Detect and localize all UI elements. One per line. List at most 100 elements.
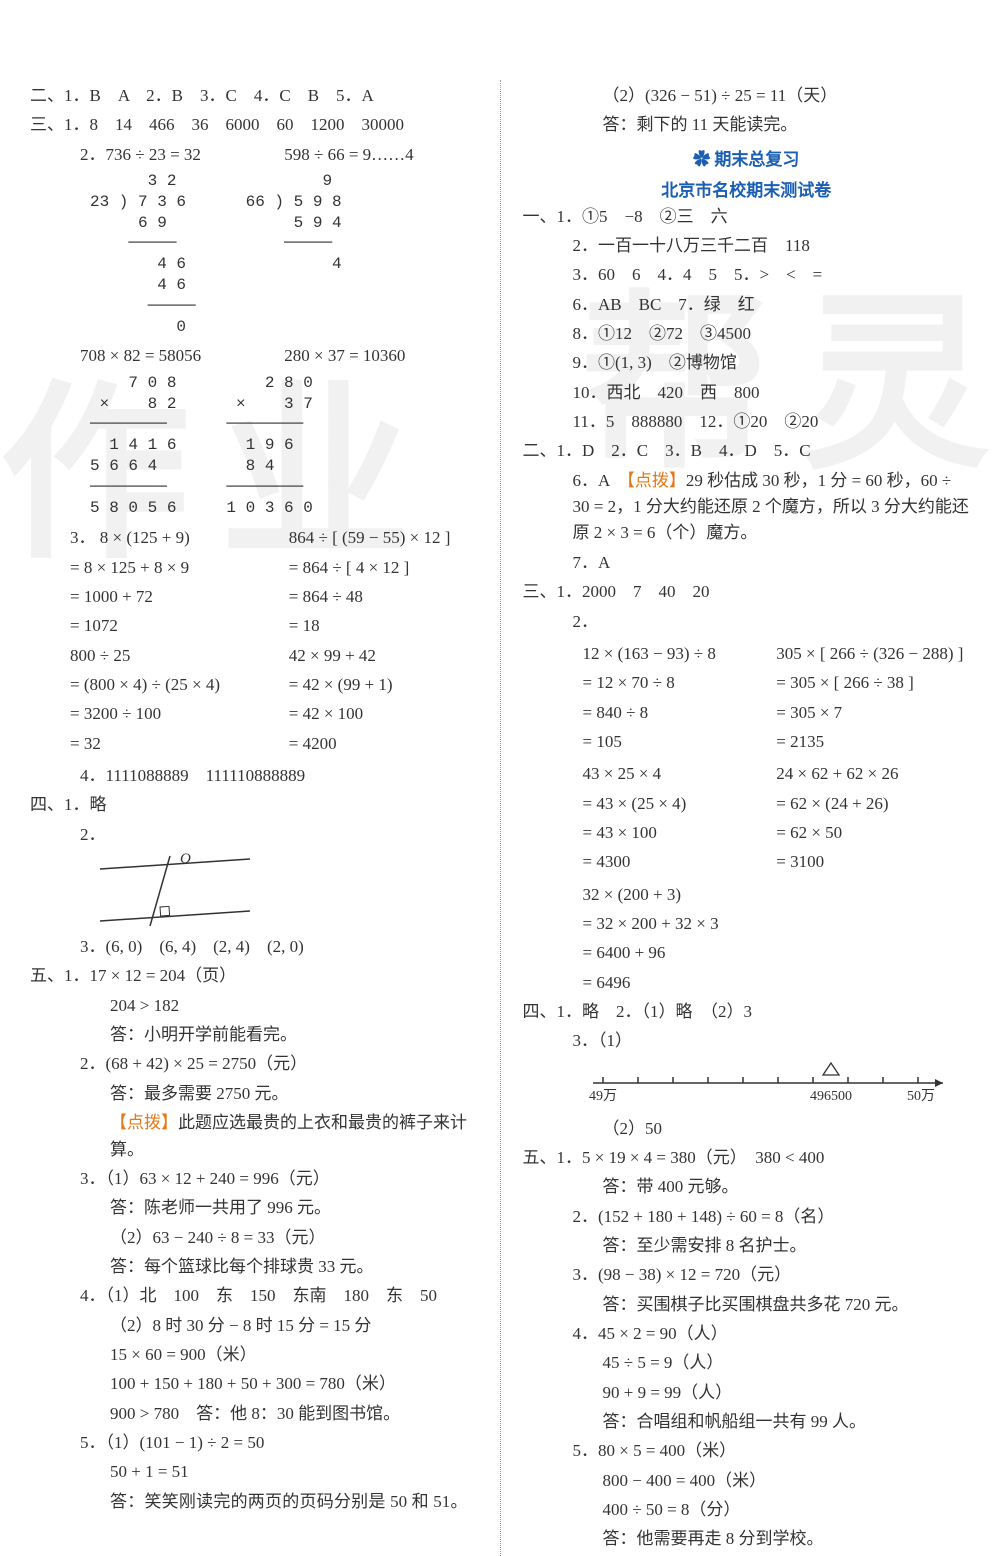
text: 8．①12 ②72 ③4500 [523,321,971,347]
text: 11．5 888880 12．①20 ②20 [523,409,971,435]
section-label: 五、 [523,1148,557,1167]
calc-right: 305 × [ 266 ÷ (326 − 288) ] = 305 × [ 26… [776,638,970,758]
multiplication-2: 2 8 0 × 3 7 ──────── 1 9 6 8 4 ──────── … [226,373,312,519]
text: = 305 × [ 266 ÷ 38 ] [776,670,970,696]
section-five: 五、1．5 × 19 × 4 = 380（元） 380 < 400 [523,1145,971,1171]
text: = 2135 [776,729,970,755]
text: = 1072 [70,613,259,639]
section-label: 三、 [30,115,64,134]
hint-text: 【点拨】此题应选最贵的上衣和最贵的裤子来计算。 [30,1110,478,1163]
eq-row: 708 × 82 = 58056 280 × 37 = 10360 [30,343,478,369]
text: = 3100 [776,849,970,875]
text: 答：至少需安排 8 名护士。 [523,1233,971,1259]
text: = 3200 ÷ 100 [70,701,259,727]
section-four: 四、1．略 [30,792,478,818]
text: 12 × (163 − 93) ÷ 8 [583,641,777,667]
text: = 43 × (25 × 4) [583,791,777,817]
two-column-layout: 二、1．B A 2．B 3．C 4．C B 5．A 三、1．8 14 466 3… [30,80,970,1556]
section-label: 四、 [30,795,64,814]
text: 50 + 1 = 51 [30,1459,478,1485]
text: = 1000 + 72 [70,584,259,610]
section-label: 一、 [523,207,557,226]
text: 9．①(1, 3) ②博物馆 [523,350,971,376]
multiplication-1: 7 0 8 × 8 2 ──────── 1 4 1 6 5 6 6 4 ───… [90,373,176,519]
text: 答：最多需要 2750 元。 [30,1081,478,1107]
text: = 42 × 100 [289,701,478,727]
long-division-1: 3 2 23 ) 7 3 6 6 9 ───── 4 6 4 6 ───── 0 [90,171,196,337]
eq-row: 2．736 ÷ 23 = 32 598 ÷ 66 = 9……4 [30,142,478,168]
text: = 12 × 70 ÷ 8 [583,670,777,696]
text: 答：合唱组和帆船组一共有 99 人。 [523,1409,971,1435]
text: = 42 × (99 + 1) [289,672,478,698]
section-one: 一、1．①5 −8 ②三 六 [523,204,971,230]
text: 305 × [ 266 ÷ (326 − 288) ] [776,641,970,667]
text: 800 ÷ 25 [70,643,259,669]
text: = 62 × 50 [776,820,970,846]
calc-left: 12 × (163 − 93) ÷ 8 = 12 × 70 ÷ 8 = 840 … [583,638,777,758]
text: = 4300 [583,849,777,875]
section-label: 五、 [30,966,64,985]
text: 1．5 × 19 × 4 = 380（元） 380 < 400 [557,1148,825,1167]
nl-right-label: 50万 [907,1089,935,1104]
text: 1．17 × 12 = 204（页） [64,966,236,985]
heading-review: ✿ 期末总复习 [523,145,971,170]
long-division-row: 3 2 23 ) 7 3 6 6 9 ───── 4 6 4 6 ───── 0… [30,171,478,337]
svg-text:O: O [180,851,191,867]
section-label: 四、 [523,1002,557,1021]
text: 90 + 9 = 99（人） [523,1380,971,1406]
text: = 32 × 200 + 32 × 3 [583,911,971,937]
text: = 840 ÷ 8 [583,700,777,726]
text: 24 × 62 + 62 × 26 [776,761,970,787]
text: 1．B A 2．B 3．C 4．C B 5．A [64,86,374,105]
text: = 18 [289,613,478,639]
text: 答：他需要再走 8 分到学校。 [523,1526,971,1552]
text: 45 ÷ 5 = 9（人） [523,1350,971,1376]
text: 43 × 25 × 4 [583,761,777,787]
text: （2）8 时 30 分 − 8 时 15 分 = 15 分 [30,1313,478,1339]
text: 2．736 ÷ 23 = 32 [80,142,280,168]
column-divider [500,80,501,1556]
calc-left: 43 × 25 × 4 = 43 × (25 × 4) = 43 × 100 =… [583,758,777,878]
section-five: 五、1．17 × 12 = 204（页） [30,963,478,989]
left-column: 二、1．B A 2．B 3．C 4．C B 5．A 三、1．8 14 466 3… [30,80,478,1556]
calc-left: 3． 8 × (125 + 9) = 8 × 125 + 8 × 9 = 100… [70,522,259,760]
text: 1．略 [64,795,107,814]
text: 5．（1）(101 − 1) ÷ 2 = 50 [30,1430,478,1456]
text: 2．(68 + 42) × 25 = 2750（元） [30,1051,478,1077]
hint-line: 6．A 【点拨】29 秒估成 30 秒，1 分 = 60 秒，60 ÷ 30 =… [523,468,971,547]
text: 800 − 400 = 400（米） [523,1468,971,1494]
text: 答：小明开学前能看完。 [30,1022,478,1048]
text: 答：带 400 元够。 [523,1174,971,1200]
text: = 62 × (24 + 26) [776,791,970,817]
section-two: 二、1．B A 2．B 3．C 4．C B 5．A [30,83,478,109]
text: = 305 × 7 [776,700,970,726]
text: 1．D 2．C 3．B 4．D 5．C [557,441,811,460]
text: （2）50 [523,1116,971,1142]
text: 1．8 14 466 36 6000 60 1200 30000 [64,115,404,134]
text: 4．45 × 2 = 90（人） [523,1321,971,1347]
text: 32 × (200 + 3) [583,882,971,908]
section-three-item1: 三、1．8 14 466 36 6000 60 1200 30000 [30,112,478,138]
text: = (800 × 4) ÷ (25 × 4) [70,672,259,698]
text: 708 × 82 = 58056 [80,343,280,369]
text: 3．（1） [523,1028,971,1054]
hint-label: 【点拨】 [110,1113,178,1132]
text: 答：剩下的 11 天能读完。 [523,112,971,138]
nl-left-label: 49万 [589,1089,617,1104]
text: 2． [30,822,478,848]
text: 280 × 37 = 10360 [284,346,405,365]
text: 3．(6, 0) (6, 4) (2, 4) (2, 0) [30,934,478,960]
text: 3．60 6 4．4 5 5．> < = [523,262,971,288]
long-division-2: 9 66 ) 5 9 8 5 9 4 ───── 4 [246,171,342,337]
calc-block-2: 43 × 25 × 4 = 43 × (25 × 4) = 43 × 100 =… [523,758,971,878]
text: = 6400 + 96 [583,940,971,966]
text: 7．A [523,550,971,576]
section-label: 二、 [523,441,557,460]
heading-test: 北京市名校期末测试卷 [523,176,971,201]
text: 5．80 × 5 = 400（米） [523,1438,971,1464]
paw-icon: ✿ [693,150,710,169]
right-column: （2）(326 − 51) ÷ 25 = 11（天） 答：剩下的 11 天能读完… [523,80,971,1556]
calc-block-3: 32 × (200 + 3) = 32 × 200 + 32 × 3 = 640… [523,882,971,996]
text: = 32 [70,731,259,757]
section-four: 四、1．略 2．（1）略 （2）3 [523,999,971,1025]
